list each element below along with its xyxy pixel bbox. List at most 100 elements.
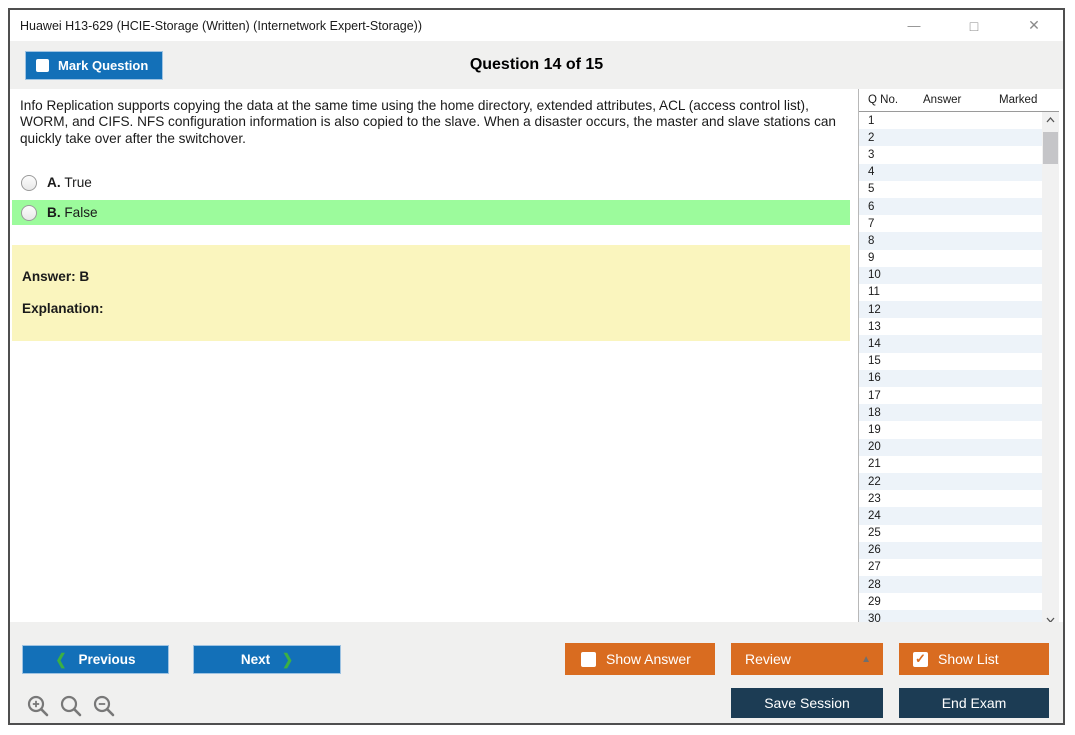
question-list-row[interactable]: 9 [859,249,1042,267]
option-b-label: B. False [47,205,98,220]
scroll-up-icon[interactable] [1042,112,1059,128]
question-area: Info Replication supports copying the da… [10,89,854,622]
question-number: 26 [868,544,881,557]
question-list-row[interactable]: 5 [859,180,1042,198]
question-number: 19 [868,423,881,436]
question-list-row[interactable]: 8 [859,232,1042,250]
chevron-right-icon: ❯ [282,650,294,668]
question-list-row[interactable]: 21 [859,455,1042,473]
option-a[interactable]: A. True [12,170,850,195]
question-list-row[interactable]: 23 [859,490,1042,508]
question-number: 28 [868,578,881,591]
exam-player-window: Huawei H13-629 (HCIE-Storage (Written) (… [8,8,1065,725]
question-number: 21 [868,458,881,471]
question-number: 8 [868,234,875,247]
next-label: Next [240,652,271,667]
question-number: 3 [868,148,875,161]
zoom-out-icon[interactable] [92,694,116,718]
caret-up-icon: ▲ [861,653,871,665]
review-button[interactable]: Review ▲ [731,643,883,675]
show-list-button[interactable]: ✓ Show List [899,643,1049,675]
show-list-checkbox-icon[interactable]: ✓ [913,651,928,667]
save-session-label: Save Session [764,695,850,711]
option-a-label: A. True [47,175,92,190]
scrollbar-thumb[interactable] [1043,132,1058,164]
question-number: 27 [868,561,881,574]
question-list-row[interactable]: 24 [859,507,1042,525]
question-list-row[interactable]: 3 [859,146,1042,164]
question-number: 6 [868,200,875,213]
question-list-row[interactable]: 15 [859,352,1042,370]
footer-bar: ❮ Previous Next ❯ Show Answer Review ▲ ✓… [10,622,1063,723]
question-list-row[interactable]: 4 [859,163,1042,181]
zoom-reset-icon[interactable] [59,694,83,718]
question-list-row[interactable]: 17 [859,387,1042,405]
close-icon[interactable]: ✕ [1028,17,1040,33]
option-b-letter: B. [47,205,61,220]
end-exam-button[interactable]: End Exam [899,688,1049,718]
question-list-row[interactable]: 16 [859,369,1042,387]
chevron-left-icon: ❮ [55,650,67,668]
question-list-body: 1 2 3 4 5 6 7 8 9 10 11 12 13 14 15 16 17 18 19 20 21 22 23 24 2… [859,112,1059,628]
question-number: 7 [868,217,875,230]
question-number: 11 [868,286,880,299]
question-list-row[interactable]: 25 [859,524,1042,542]
question-number: 2 [868,131,875,144]
question-number: 14 [868,338,881,351]
zoom-in-icon[interactable] [26,694,50,718]
question-number: 22 [868,475,881,488]
question-list-row[interactable]: 7 [859,215,1042,233]
header-marked: Marked [999,94,1038,106]
maximize-icon[interactable]: □ [969,17,979,34]
question-number: 5 [868,183,875,196]
option-a-text: True [64,175,92,190]
previous-button[interactable]: ❮ Previous [22,645,169,674]
radio-icon[interactable] [21,174,37,191]
explanation-label: Explanation: [22,301,104,316]
next-button[interactable]: Next ❯ [193,645,341,674]
question-counter: Question 14 of 15 [469,56,604,73]
minimize-icon[interactable]: — [907,18,921,33]
option-b[interactable]: B. False [12,200,850,225]
show-answer-button[interactable]: Show Answer [565,643,715,675]
show-list-label: Show List [938,651,999,667]
question-list-row[interactable]: 29 [859,593,1042,611]
end-exam-label: End Exam [941,695,1007,711]
question-list-row[interactable]: 6 [859,197,1042,216]
question-list-row[interactable]: 27 [859,558,1042,577]
question-list-row[interactable]: 20 [859,438,1042,456]
show-answer-checkbox-icon[interactable] [581,651,596,667]
question-list-header: Q No. Answer Marked [859,89,1059,112]
question-list-row[interactable]: 26 [859,541,1042,559]
radio-icon[interactable] [21,204,37,221]
question-number: 18 [868,406,881,419]
save-session-button[interactable]: Save Session [731,688,883,718]
mark-question-button[interactable]: Mark Question [25,51,164,80]
question-number: 1 [868,114,875,127]
question-list-row[interactable]: 12 [859,301,1042,319]
question-list-scrollbar[interactable] [1042,112,1059,628]
question-number: 16 [868,372,881,385]
question-list-row[interactable]: 2 [859,129,1042,147]
question-text: Info Replication supports copying the da… [20,98,836,146]
question-list-row[interactable]: 10 [859,266,1042,284]
question-list-row[interactable]: 18 [859,404,1042,422]
mark-question-label: Mark Question [58,58,149,73]
toolbar: Question 14 of 15 Mark Question [10,41,1063,89]
question-list-row[interactable]: 28 [859,576,1042,594]
title-bar: Huawei H13-629 (HCIE-Storage (Written) (… [10,10,1063,41]
question-list-row[interactable]: 13 [859,318,1042,336]
question-list-row[interactable]: 11 [859,283,1042,302]
window-title: Huawei H13-629 (HCIE-Storage (Written) (… [20,18,422,33]
question-list-row[interactable]: 14 [859,335,1042,353]
question-number: 29 [868,595,881,608]
question-list-row[interactable]: 19 [859,421,1042,439]
question-number: 9 [868,252,875,265]
question-number: 25 [868,527,881,540]
question-list-row[interactable]: 1 [859,112,1042,130]
question-list-panel: Q No. Answer Marked 1 2 3 4 5 6 7 8 9 10 11 12 13 14 1… [858,89,1059,628]
question-list-row[interactable]: 22 [859,472,1042,491]
question-number: 10 [868,269,881,282]
zoom-controls [26,694,116,718]
mark-question-checkbox-icon[interactable] [36,59,49,72]
